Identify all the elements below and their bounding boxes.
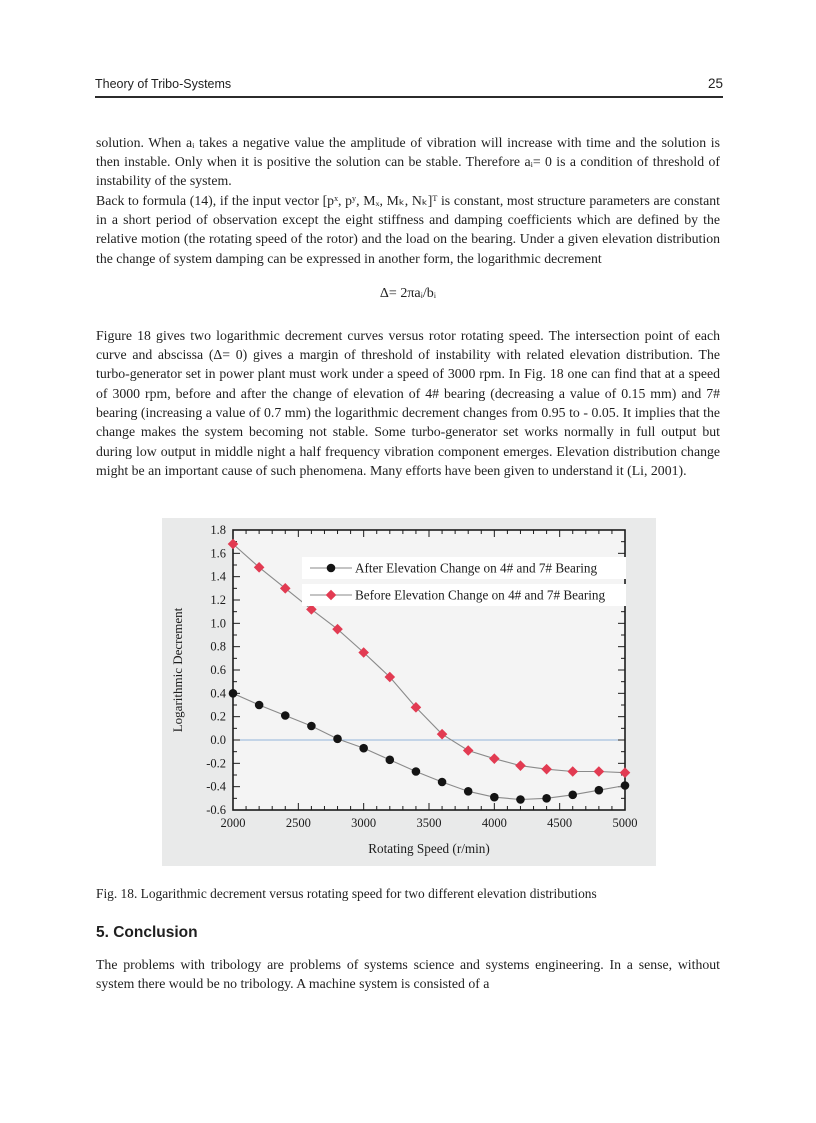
legend-label: Before Elevation Change on 4# and 7# Bea…	[355, 588, 606, 603]
svg-text:0.6: 0.6	[210, 663, 226, 677]
running-title: Theory of Tribo-Systems	[95, 77, 232, 91]
conclusion-heading: 5. Conclusion	[96, 923, 198, 941]
figure-18-caption: Fig. 18. Logarithmic decrement versus ro…	[96, 886, 597, 902]
figure-18: 2000 2500 3000 3500 4000 4500 5000 -0.6 -0.4 -0.2…	[162, 518, 656, 866]
svg-text:5000: 5000	[613, 816, 638, 830]
x-axis-label: Rotating Speed (r/min)	[368, 841, 490, 856]
page-number: 25	[707, 76, 723, 91]
svg-text:-0.4: -0.4	[206, 780, 227, 794]
series-after-change	[228, 689, 630, 804]
svg-text:-0.2: -0.2	[206, 756, 226, 770]
paragraph-solution: solution. When aᵢ takes a negative value…	[96, 134, 720, 189]
y-tick-labels: -0.6 -0.4 -0.2 0.0 0.2 0.4 0.6 0.8 1.0 1.2 1.4 1.6 1…	[206, 523, 227, 817]
svg-text:4000: 4000	[482, 816, 507, 830]
svg-text:3000: 3000	[351, 816, 376, 830]
figure-18-chart: 2000 2500 3000 3500 4000 4500 5000 -0.6 -0.4 -0.2…	[170, 523, 638, 856]
svg-text:3500: 3500	[417, 816, 442, 830]
legend-entry-before: Before Elevation Change on 4# and 7# Bea…	[302, 584, 626, 606]
page-header: Theory of Tribo-Systems 25	[95, 76, 723, 98]
svg-text:4500: 4500	[547, 816, 572, 830]
paragraph-figure-discussion: Figure 18 gives two logarithmic decremen…	[96, 327, 720, 478]
svg-text:0.0: 0.0	[210, 733, 226, 747]
svg-text:2000: 2000	[221, 816, 246, 830]
y-axis-label: Logarithmic Decrement	[170, 607, 185, 732]
legend: After Elevation Change on 4# and 7# Bear…	[302, 557, 626, 606]
legend-label: After Elevation Change on 4# and 7# Bear…	[355, 561, 597, 576]
svg-text:0.4: 0.4	[210, 686, 226, 700]
paragraph-conclusion: The problems with tribology are problems…	[96, 956, 720, 992]
equation-logarithmic-decrement: Δ= 2πaᵢ/bᵢ	[379, 286, 437, 301]
svg-text:2500: 2500	[286, 816, 311, 830]
svg-text:0.8: 0.8	[210, 640, 226, 654]
svg-text:-0.6: -0.6	[206, 803, 226, 817]
paragraph-formula-intro: Back to formula (14), if the input vecto…	[96, 192, 720, 266]
svg-text:1.2: 1.2	[210, 593, 226, 607]
legend-entry-after: After Elevation Change on 4# and 7# Bear…	[302, 557, 626, 579]
svg-text:1.6: 1.6	[210, 546, 226, 560]
svg-text:0.2: 0.2	[210, 710, 226, 724]
svg-text:1.4: 1.4	[210, 570, 226, 584]
x-tick-labels: 2000 2500 3000 3500 4000 4500 5000	[221, 816, 638, 830]
svg-text:1.0: 1.0	[210, 616, 226, 630]
svg-text:1.8: 1.8	[210, 523, 226, 537]
